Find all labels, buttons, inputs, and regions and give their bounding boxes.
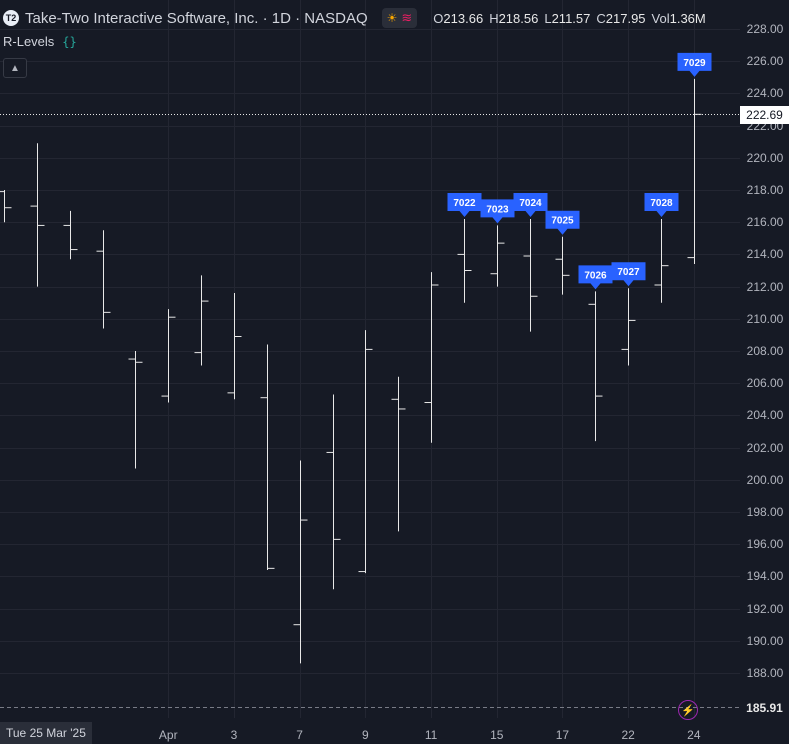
price-tick-label: 218.00 bbox=[746, 183, 784, 197]
time-tick-label: 15 bbox=[490, 728, 504, 742]
price-tick-label: 198.00 bbox=[746, 505, 784, 519]
wave-label-badge bbox=[447, 192, 482, 217]
price-tick-label: 228.00 bbox=[746, 22, 784, 36]
last-price-tag: 222.69 bbox=[740, 105, 789, 124]
market-status[interactable]: ☀ ≋ bbox=[381, 8, 418, 28]
time-tick-label: 17 bbox=[555, 728, 570, 742]
wave-label-text: 7023 bbox=[486, 204, 509, 215]
wave-label-badge bbox=[545, 210, 580, 235]
time-tick-label: Apr bbox=[158, 728, 178, 742]
price-tick-label: 206.00 bbox=[746, 376, 784, 391]
wave-label-badge bbox=[480, 199, 515, 224]
wave-label-text: 7029 bbox=[683, 58, 706, 69]
wave-label-text: 7022 bbox=[453, 198, 476, 209]
chevron-up-icon: ▲ bbox=[10, 62, 20, 74]
low-price-tag: 185.91 bbox=[740, 698, 789, 717]
time-tick-label: 9 bbox=[362, 728, 369, 742]
time-tick-label: 7 bbox=[296, 728, 303, 742]
sun-icon: ☀ bbox=[386, 11, 398, 25]
price-tick-label: 208.00 bbox=[746, 344, 784, 358]
wave-label-text: 7027 bbox=[617, 267, 640, 278]
price-tick-label: 216.00 bbox=[746, 215, 784, 230]
wave-label-badge bbox=[644, 192, 679, 217]
symbol-title[interactable]: Take-Two Interactive Software, Inc. · 1D… bbox=[25, 9, 368, 27]
wave-label-text: 7028 bbox=[650, 198, 673, 209]
time-tick-label: 22 bbox=[621, 728, 635, 742]
price-tick-label: 210.00 bbox=[746, 311, 784, 326]
wave-label-text: 7025 bbox=[551, 216, 574, 227]
price-tick-label: 200.00 bbox=[746, 472, 784, 487]
wave-label-text: 7026 bbox=[584, 270, 607, 281]
price-tick-label: 188.00 bbox=[746, 666, 784, 680]
price-tick-label: 224.00 bbox=[746, 86, 784, 101]
current-date-label: Tue 25 Mar '25 bbox=[0, 722, 92, 744]
wave-label-badge bbox=[578, 265, 613, 290]
price-tick-label: 190.00 bbox=[746, 633, 784, 648]
price-tick-label: 220.00 bbox=[746, 150, 784, 165]
price-tick-label: 204.00 bbox=[746, 408, 784, 423]
wave-label-badge bbox=[513, 192, 548, 217]
price-tick-label: 214.00 bbox=[746, 247, 784, 262]
price-tick-label: 212.00 bbox=[746, 279, 784, 294]
indicator-name: R-Levels bbox=[3, 34, 55, 49]
price-tick-label: 194.00 bbox=[746, 569, 784, 584]
chart-header: T2 Take-Two Interactive Software, Inc. ·… bbox=[0, 6, 706, 30]
wave-icon: ≋ bbox=[401, 10, 413, 25]
wave-label-badge bbox=[611, 262, 646, 287]
price-tick-label: 226.00 bbox=[746, 54, 784, 69]
ttwo-logo: T2 bbox=[3, 10, 19, 26]
wave-label-badge bbox=[677, 52, 712, 77]
time-tick-label: 11 bbox=[424, 728, 438, 742]
wave-label-text: 7024 bbox=[519, 198, 542, 209]
price-tick-label: 196.00 bbox=[746, 537, 784, 552]
lightning-icon[interactable]: ⚡ bbox=[678, 700, 698, 720]
price-tick-label: 192.00 bbox=[746, 601, 784, 616]
collapse-legend-button[interactable]: ▲ bbox=[3, 58, 27, 78]
time-tick-label: 3 bbox=[230, 728, 238, 742]
indicator-legend[interactable]: R-Levels {} bbox=[3, 34, 77, 49]
ohlc-values: O213.66 H218.56 L211.57 C217.95 Vol1.36M bbox=[433, 10, 706, 26]
braces-icon[interactable]: {} bbox=[62, 34, 77, 49]
price-tick-label: 202.00 bbox=[746, 440, 784, 455]
time-tick-label: 24 bbox=[687, 728, 701, 742]
